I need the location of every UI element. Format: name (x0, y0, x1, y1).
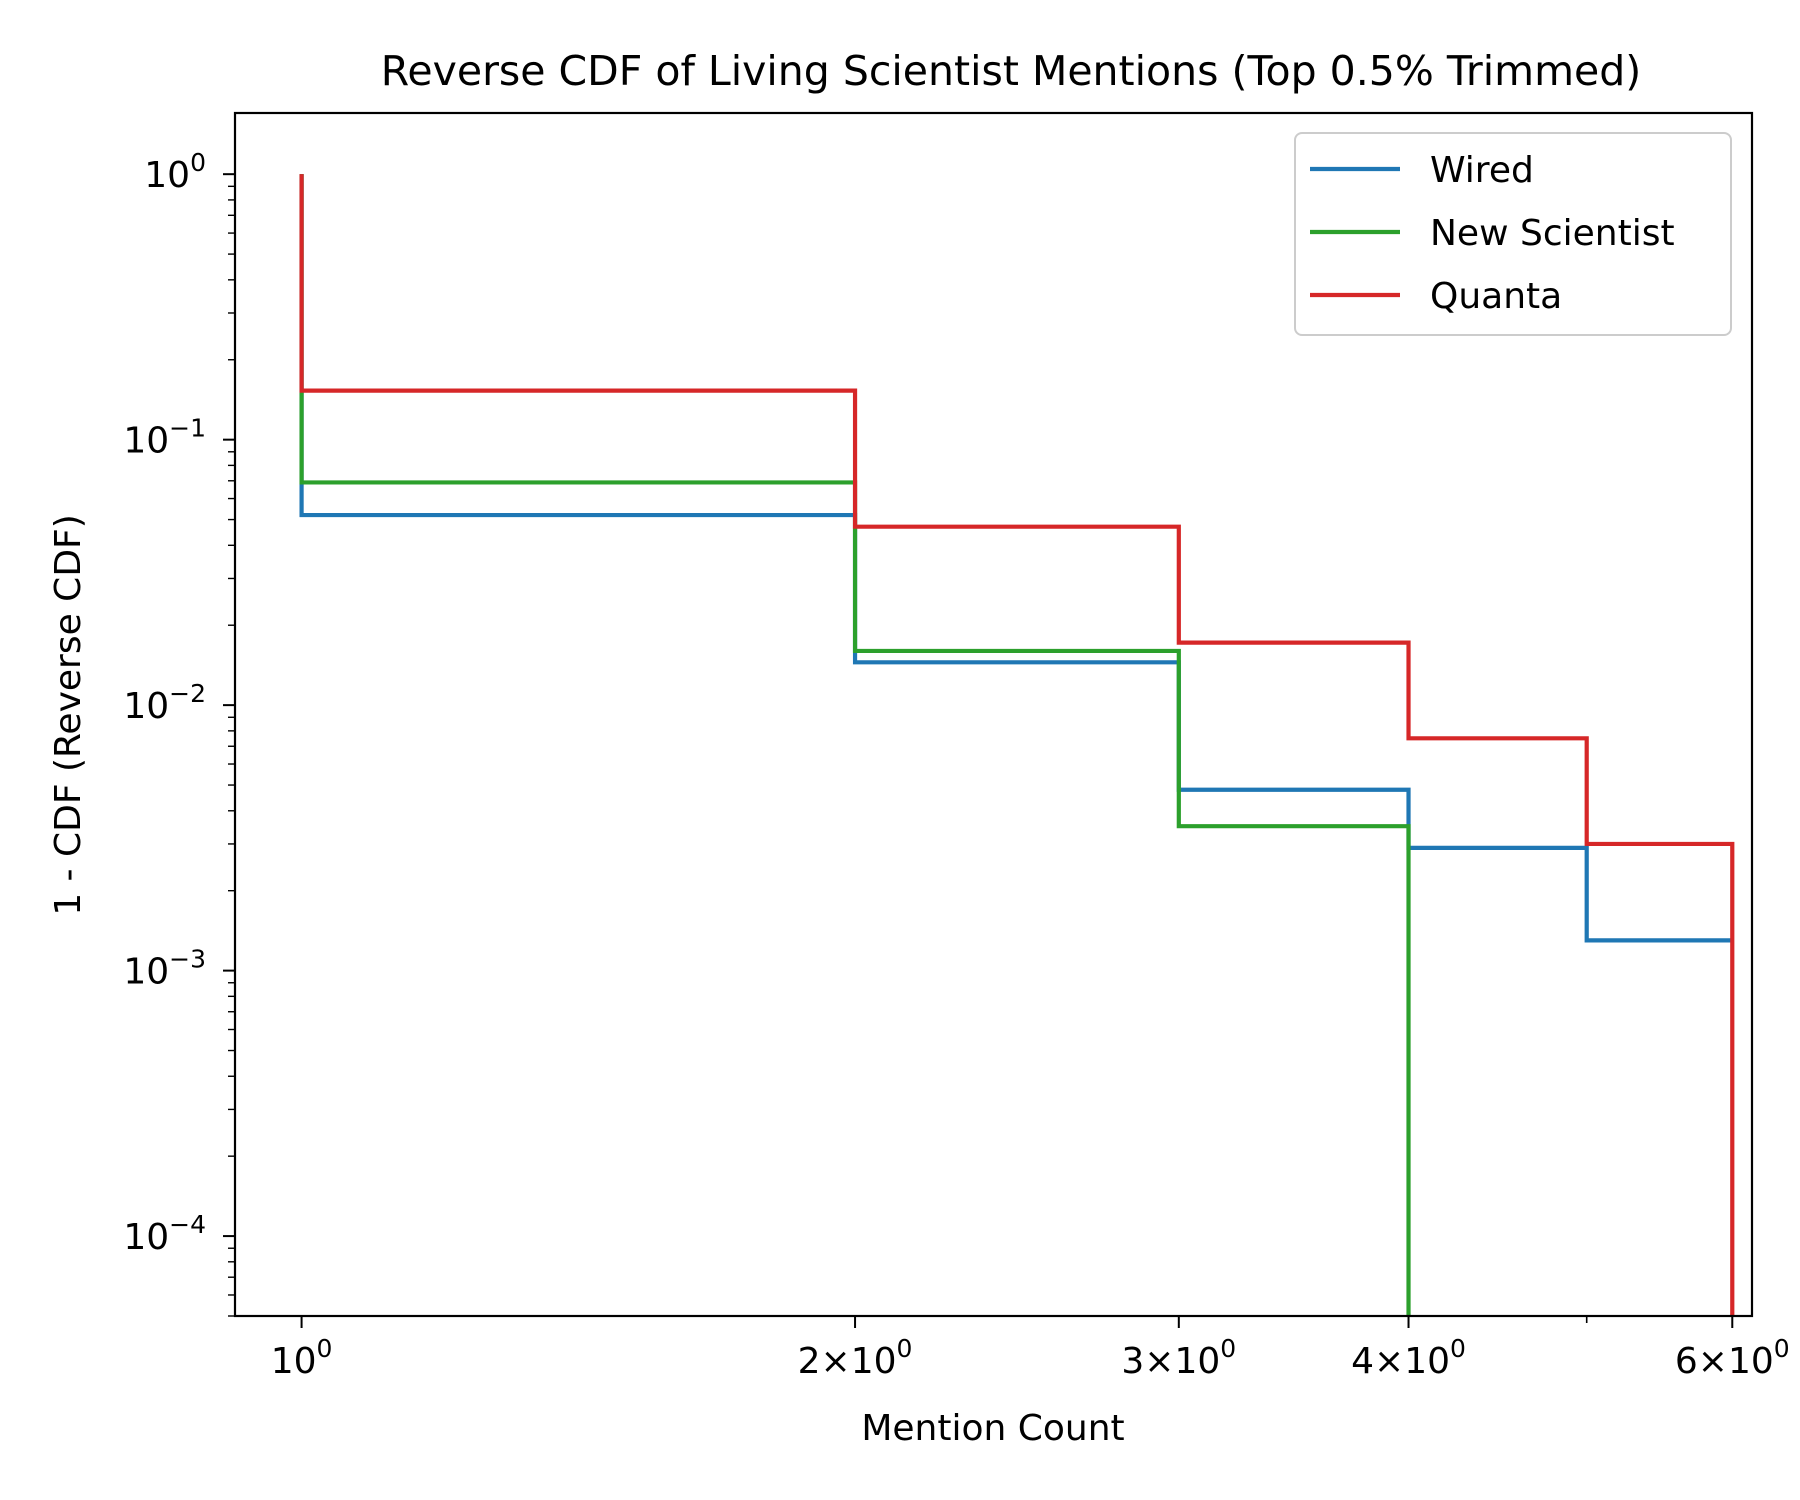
series-line-1 (299, 174, 1411, 1316)
legend-label-2: Quanta (1430, 276, 1562, 317)
y-tick-label-1: 10−1 (123, 414, 206, 462)
legend: Wired New Scientist Quanta (1294, 132, 1732, 336)
legend-box (1294, 132, 1732, 336)
plot-lines (299, 174, 1735, 1316)
x-tick-label-3: 4×100 (1351, 1334, 1466, 1382)
x-tick-label-4: 6×100 (1675, 1334, 1790, 1382)
y-tick-label-3: 10−3 (123, 945, 206, 993)
x-axis: 100 2×100 3×100 4×100 6×100 (271, 1316, 1790, 1382)
x-tick-label-2: 3×100 (1121, 1334, 1236, 1382)
x-axis-label: Mention Count (861, 1408, 1124, 1449)
y-tick-label-2: 10−2 (123, 679, 206, 727)
series-line-2 (299, 174, 1735, 1316)
chart-title: Reverse CDF of Living Scientist Mentions… (381, 47, 1642, 95)
y-tick-label-0: 100 (144, 148, 206, 196)
legend-label-0: Wired (1430, 150, 1534, 191)
y-axis: 100 10−1 10−2 10−3 10−4 (123, 148, 235, 1317)
axes-frame (233, 111, 1754, 1318)
y-axis-label: 1 - CDF (Reverse CDF) (48, 514, 89, 916)
y-tick-label-4: 10−4 (123, 1210, 206, 1258)
x-tick-label-0: 100 (271, 1334, 333, 1382)
legend-label-1: New Scientist (1430, 213, 1675, 254)
x-tick-label-1: 2×100 (798, 1334, 913, 1382)
